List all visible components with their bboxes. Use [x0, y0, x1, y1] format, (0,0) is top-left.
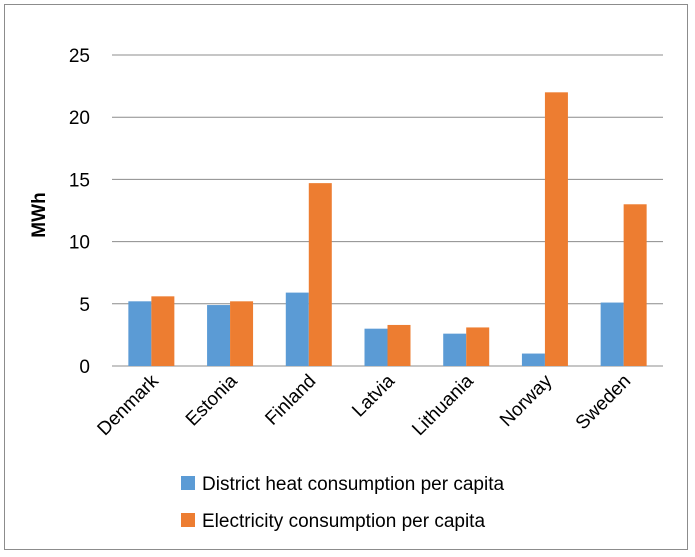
bar-electricity-norway	[544, 92, 568, 366]
bar-electricity-sweden	[623, 204, 647, 366]
legend: District heat consumption per capita Elec…	[181, 474, 504, 532]
legend-label: District heat consumption per capita	[202, 474, 504, 495]
bar-district-heat-denmark	[128, 301, 152, 366]
y-axis-label: MWh	[29, 192, 50, 237]
bars	[128, 92, 647, 366]
x-tick-label: Estonia	[182, 370, 242, 430]
x-tick-label: Finland	[261, 371, 320, 430]
y-tick-label: 5	[79, 295, 90, 316]
x-tick-label: Sweden	[572, 371, 635, 434]
bar-district-heat-finland	[285, 292, 309, 366]
bar-district-heat-estonia	[207, 305, 231, 366]
y-tick-label: 15	[69, 170, 90, 191]
gridlines	[112, 54, 663, 367]
bar-electricity-lithuania	[466, 327, 490, 366]
x-tick-labels: Denmark Estonia Finland Latvia Lithuania Norw…	[94, 370, 636, 440]
legend-label: Electricity consumption per capita	[202, 511, 485, 532]
x-tick-label: Lithuania	[408, 370, 478, 440]
y-tick-labels: 0 5 10 15 20 25	[69, 46, 90, 378]
bar-district-heat-latvia	[364, 328, 388, 366]
chart-frame	[4, 4, 688, 550]
x-tick-label: Latvia	[348, 370, 399, 421]
y-tick-label: 10	[69, 233, 90, 254]
legend-swatch	[181, 513, 195, 527]
y-tick-label: 20	[69, 108, 90, 129]
legend-swatch	[181, 476, 195, 490]
y-tick-label: 0	[79, 357, 90, 378]
bar-electricity-latvia	[387, 324, 411, 366]
bar-electricity-estonia	[230, 301, 254, 366]
y-tick-label: 25	[69, 46, 90, 67]
bar-district-heat-norway	[521, 353, 545, 366]
bar-electricity-denmark	[151, 296, 175, 366]
x-tick-label: Denmark	[94, 370, 164, 440]
bar-district-heat-lithuania	[443, 333, 467, 366]
bar-electricity-finland	[308, 183, 332, 366]
x-tick-label: Norway	[496, 370, 557, 431]
bar-district-heat-sweden	[600, 302, 624, 366]
